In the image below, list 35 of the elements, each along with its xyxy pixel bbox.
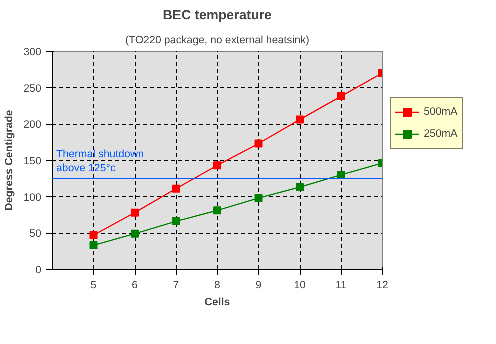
point — [254, 140, 263, 148]
x-tick-label: 5 — [90, 280, 97, 292]
point — [172, 218, 180, 226]
x-tick-label: 12 — [376, 280, 388, 292]
x-tick-label: 8 — [214, 280, 221, 292]
y-tick-label: 250 — [24, 82, 42, 95]
y-tick-label: 300 — [24, 46, 42, 58]
legend-label: 250mA — [424, 128, 458, 140]
chart-subtitle: (TO220 package, no external heatsink) — [125, 34, 310, 46]
x-tick-label: 10 — [294, 280, 306, 292]
point — [254, 194, 263, 202]
x-tick-label: 9 — [256, 280, 262, 292]
y-tick-label: 100 — [24, 192, 42, 204]
point — [214, 206, 222, 215]
ref-line-label: Thermal shutdown above 125°c — [56, 148, 144, 175]
x-tick-label: 7 — [173, 280, 180, 292]
point — [296, 183, 304, 192]
point — [131, 230, 139, 238]
x-tick-label: 6 — [132, 280, 138, 292]
y-tick-label: 150 — [24, 156, 42, 168]
y-tick-label: 200 — [24, 119, 42, 132]
x-axis-title: Cells — [204, 296, 230, 308]
legend-label: 500mA — [424, 106, 458, 118]
point — [296, 116, 304, 124]
point — [90, 242, 98, 250]
y-tick-label: 50 — [30, 228, 42, 240]
y-tick-label: 0 — [36, 264, 42, 276]
point — [131, 208, 139, 217]
point — [337, 92, 346, 101]
point — [214, 162, 222, 170]
point — [90, 231, 98, 240]
point — [172, 184, 180, 193]
chart-title: BEC temperature — [163, 8, 272, 22]
y-axis-title: Degress Centigrade — [4, 110, 16, 211]
x-tick-label: 11 — [336, 280, 347, 292]
